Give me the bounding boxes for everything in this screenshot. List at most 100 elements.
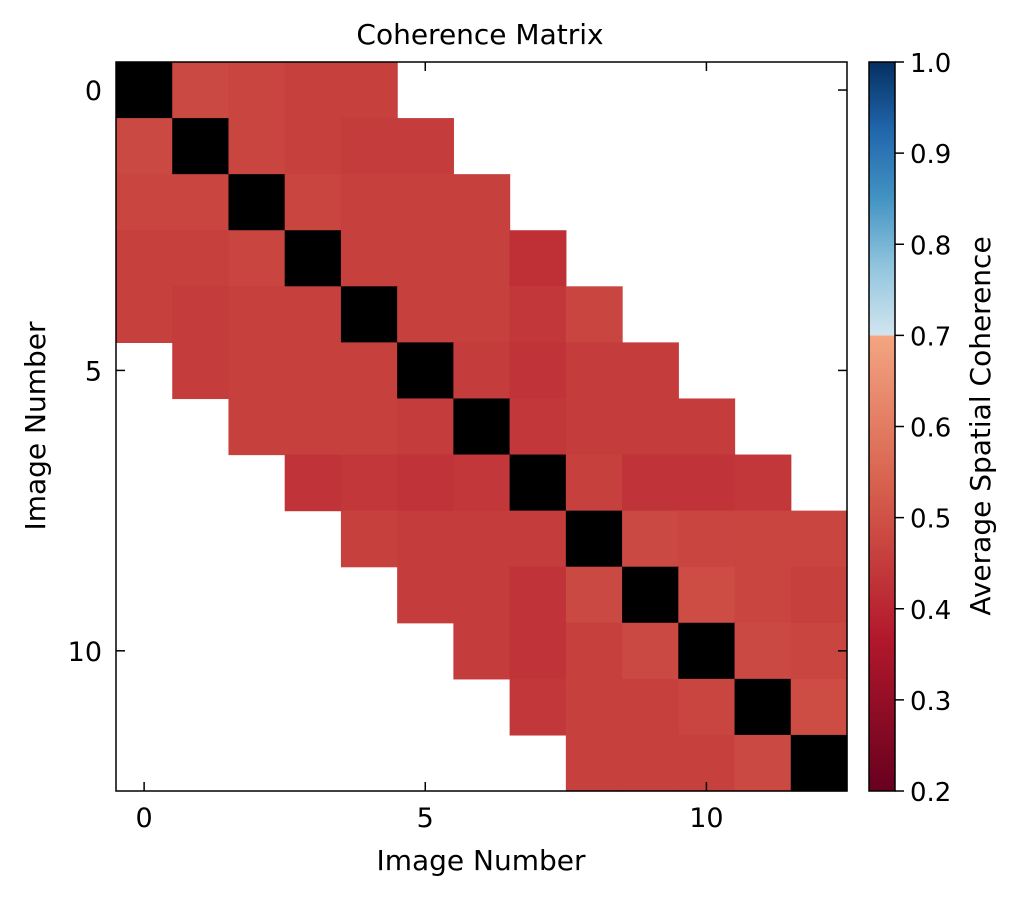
diagonal-cell [453, 398, 511, 456]
coherence-cell [397, 286, 454, 343]
x-tick-label: 10 [689, 803, 723, 834]
coherence-cell [340, 342, 398, 400]
coherence-cell [734, 510, 792, 568]
coherence-cell [340, 118, 398, 175]
coherence-cell [734, 734, 792, 792]
coherence-cell [734, 566, 792, 624]
coherence-cell [678, 398, 736, 456]
coherence-cell [734, 454, 792, 512]
coherence-cell [790, 566, 848, 624]
coherence-cell [172, 62, 230, 119]
colorbar-low-segment [869, 335, 895, 791]
coherence-cell [340, 62, 398, 119]
colorbar-tick-label: 0.9 [910, 140, 951, 170]
coherence-cell [172, 174, 230, 231]
coherence-cell [172, 230, 230, 287]
colorbar-tick-label: 0.5 [910, 505, 951, 535]
x-axis-label: Image Number [376, 844, 586, 877]
colorbar-tick-label: 1.0 [910, 49, 951, 79]
diagonal-cell [509, 454, 567, 512]
coherence-cell [565, 342, 623, 400]
coherence-cell [453, 174, 511, 231]
coherence-cell [340, 510, 398, 568]
chart-title: Coherence Matrix [356, 18, 603, 51]
coherence-cell [228, 398, 286, 456]
colorbar-tick-label: 0.6 [910, 414, 951, 444]
colorbar-tick-label: 0.2 [910, 778, 951, 808]
coherence-cell [453, 230, 511, 287]
plot-frame [115, 61, 848, 792]
coherence-cell [116, 118, 173, 175]
y-axis-ticks: 0 5 10 [68, 76, 847, 668]
coherence-cell [734, 622, 792, 680]
coherence-cell [622, 734, 679, 792]
colorbar-high-segment [869, 62, 895, 336]
coherence-cell [397, 454, 454, 512]
coherence-cell [678, 510, 736, 568]
coherence-cell [509, 230, 567, 287]
colorbar-tick-label: 0.8 [910, 231, 951, 261]
coherence-cell [622, 398, 679, 456]
coherence-cell [565, 454, 623, 512]
diagonal-cell [172, 118, 230, 175]
coherence-cell [284, 62, 342, 119]
diagonal-cell [116, 62, 173, 119]
coherence-cell [340, 230, 398, 287]
x-axis-ticks: 0 5 10 [136, 62, 724, 834]
coherence-cell [622, 342, 679, 400]
y-tick-label: 5 [85, 356, 102, 387]
diagonal-cell [622, 566, 679, 624]
coherence-cell [509, 342, 567, 400]
coherence-cell [228, 230, 286, 287]
coherence-cell [509, 398, 567, 456]
coherence-cell [678, 566, 736, 624]
coherence-cell [453, 454, 511, 512]
coherence-cell [397, 230, 454, 287]
coherence-cell [228, 62, 286, 119]
y-tick-label: 10 [68, 637, 102, 668]
coherence-cell [397, 118, 454, 175]
diagonal-cell [284, 230, 342, 287]
coherence-cell [565, 286, 623, 343]
coherence-cell [453, 286, 511, 343]
coherence-cell [397, 510, 454, 568]
coherence-cell [340, 398, 398, 456]
colorbar-tick-label: 0.7 [910, 322, 951, 352]
coherence-cell [565, 678, 623, 736]
heatmap-cells [116, 62, 848, 792]
coherence-cell [284, 174, 342, 231]
coherence-cell [284, 398, 342, 456]
y-tick-label: 0 [85, 76, 102, 107]
coherence-cell [622, 678, 679, 736]
coherence-cell [284, 118, 342, 175]
coherence-cell [790, 510, 848, 568]
coherence-cell [340, 454, 398, 512]
diagonal-cell [678, 622, 736, 680]
x-tick-label: 0 [136, 803, 153, 834]
coherence-cell [172, 342, 230, 400]
coherence-cell [622, 510, 679, 568]
x-tick-label: 5 [417, 803, 434, 834]
coherence-cell [622, 454, 679, 512]
coherence-cell [565, 566, 623, 624]
coherence-cell [565, 622, 623, 680]
coherence-cell [116, 286, 173, 343]
colorbar-tick-label: 0.4 [910, 596, 951, 626]
coherence-cell [228, 118, 286, 175]
coherence-cell [622, 622, 679, 680]
diagonal-cell [228, 174, 286, 231]
coherence-cell [509, 510, 567, 568]
colorbar: 0.2 0.3 0.4 0.5 0.6 0.7 0.8 0.9 1.0 [868, 49, 951, 808]
coherence-cell [453, 510, 511, 568]
coherence-cell [228, 286, 286, 343]
coherence-cell [228, 342, 286, 400]
diagonal-cell [734, 678, 792, 736]
coherence-cell [340, 174, 398, 231]
coherence-cell [397, 174, 454, 231]
diagonal-cell [397, 342, 454, 400]
coherence-cell [397, 398, 454, 456]
coherence-cell [453, 566, 511, 624]
coherence-cell [509, 286, 567, 343]
colorbar-tick-label: 0.3 [910, 687, 951, 717]
colorbar-ticks: 0.2 0.3 0.4 0.5 0.6 0.7 0.8 0.9 1.0 [895, 49, 951, 808]
